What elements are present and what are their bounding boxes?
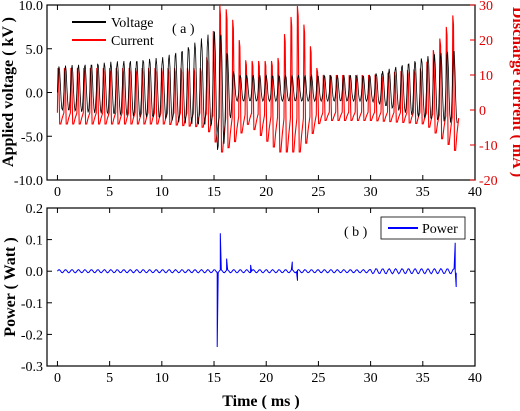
panel-b-x-tick-label: 25 [311,371,325,386]
panel-a-right-tick-label: 10 [479,69,493,84]
panel-b-x-tick-label: 0 [54,371,61,386]
panel-a-left-axis-label: Applied voltage ( kV ) [0,17,17,167]
panel-a-right-tick-label: 0 [479,104,486,119]
panel-a-right-axis-label: Discharge current ( mA ) [509,7,520,177]
power-series-line [57,233,457,348]
panel-a-x-tick-label: 30 [364,185,378,200]
panel-b-x-tick-label: 35 [416,371,430,386]
panel-a-right-tick-label: -20 [479,174,498,189]
panel-b-y-tick-label: 0.0 [26,265,44,280]
panel-a-y-tick-label: -10.0 [14,174,43,189]
panel-a-x-tick-label: 0 [54,185,61,200]
panel-b-x-axis-label: Time ( ms ) [222,393,299,410]
panel-a-tag: ( a ) [172,22,195,37]
panel-b-ticks: 0 5 10 15 20 25 30 35 40 -0.3 -0.2 -0.1 0.0 0.1 0.2 [21,202,482,386]
panel-a-x-tick-label: 5 [106,185,113,200]
panel-a-ticks: 0 5 10 15 20 25 30 35 40 -10.0 -5.0 0.0 5.0 10.0 -20 -1… [14,0,498,200]
panel-b-y-tick-label: -0.2 [21,328,43,343]
panel-a-right-tick-label: 20 [479,34,493,49]
panel-b-y-tick-label: -0.3 [21,360,43,375]
panel-b-x-tick-label: 10 [155,371,169,386]
panel-b-x-tick-label: 5 [106,371,113,386]
panel-b-y-tick-label: 0.1 [26,234,44,249]
panel-a: 0 5 10 15 20 25 30 35 40 -10.0 -5.0 0.0 5.0 10.0 -20 -1… [0,0,520,200]
panel-a-right-tick-label: 30 [479,0,493,14]
panel-b-series [57,233,457,348]
panel-a-x-tick-label: 10 [155,185,169,200]
legend-voltage-label: Voltage [111,16,154,31]
panel-b-y-tick-label: 0.2 [26,202,44,217]
panel-b-frame [46,207,476,367]
panel-b-x-tick-label: 30 [364,371,378,386]
panel-a-y-tick-label: 10.0 [19,0,44,14]
panel-b-x-tick-label: 15 [207,371,221,386]
panel-b-x-tick-label: 20 [259,371,273,386]
panel-b-left-axis-label: Power ( Watt ) [2,237,19,336]
panel-a-x-tick-label: 15 [207,185,221,200]
voltage-series-line [57,31,458,150]
panel-b-x-tick-label: 40 [468,371,482,386]
legend-frame [380,216,466,240]
panel-b: 0 5 10 15 20 25 30 35 40 -0.3 -0.2 -0.1 0.0 0.1 0.2 Po… [2,202,482,410]
panel-b-y-tick-label: -0.1 [21,297,43,312]
panel-b-legend: Power [380,216,466,240]
panel-a-x-tick-label: 35 [416,185,430,200]
panel-b-tag: ( b ) [344,225,368,240]
panel-a-x-tick-label: 25 [311,185,325,200]
panel-a-right-tick-label: -10 [479,139,498,154]
legend-current-label: Current [111,34,154,49]
panel-a-series [56,4,460,153]
panel-a-y-tick-label: 0.0 [26,87,44,102]
panel-a-x-tick-label: 40 [468,185,482,200]
panel-a-x-tick-label: 20 [259,185,273,200]
panel-a-y-tick-label: 5.0 [26,43,44,58]
panel-a-legend: Voltage Current [72,16,154,49]
panel-a-y-tick-label: -5.0 [21,130,43,145]
legend-power-label: Power [422,222,458,237]
